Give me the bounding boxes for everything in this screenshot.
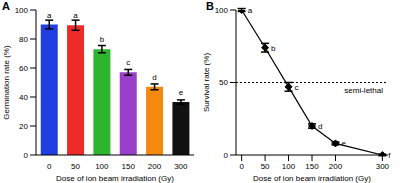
svg-text:50: 50	[261, 162, 270, 171]
svg-text:a: a	[248, 6, 253, 15]
svg-text:f: f	[388, 151, 391, 160]
svg-text:0: 0	[224, 151, 229, 160]
svg-text:Dose of ion beam irradiation (: Dose of ion beam irradiation (Gy)	[56, 174, 174, 183]
svg-text:e: e	[341, 139, 346, 148]
svg-text:0: 0	[24, 151, 29, 160]
svg-text:40: 40	[19, 93, 28, 102]
svg-text:Survival rate (%): Survival rate (%)	[202, 53, 211, 112]
svg-text:a: a	[47, 11, 52, 20]
svg-text:0: 0	[47, 162, 52, 171]
svg-text:e: e	[179, 88, 184, 97]
svg-text:300: 300	[174, 162, 188, 171]
html-text:B: B	[206, 0, 214, 12]
svg-text:100: 100	[95, 162, 109, 171]
html-text:A: A	[2, 0, 10, 12]
svg-text:b: b	[100, 35, 105, 44]
svg-text:d: d	[152, 73, 156, 82]
svg-text:semi-lethal: semi-lethal	[344, 86, 383, 95]
svg-text:b: b	[271, 44, 276, 53]
svg-text:c: c	[295, 83, 299, 92]
svg-text:150: 150	[305, 162, 319, 171]
svg-text:0: 0	[239, 162, 244, 171]
svg-text:c: c	[126, 58, 130, 67]
svg-text:300: 300	[376, 162, 390, 171]
svg-text:200: 200	[148, 162, 162, 171]
svg-text:200: 200	[329, 162, 343, 171]
svg-text:150: 150	[121, 162, 135, 171]
svg-text:d: d	[318, 122, 322, 131]
svg-text:100: 100	[15, 6, 29, 15]
svg-text:Dose of ion beam irradiation (: Dose of ion beam irradiation (Gy)	[253, 174, 371, 183]
svg-text:20: 20	[19, 122, 28, 131]
svg-text:80: 80	[19, 35, 28, 44]
svg-text:50: 50	[71, 162, 80, 171]
svg-text:Germination rate (%): Germination rate (%)	[8, 45, 11, 120]
svg-text:50: 50	[219, 78, 228, 87]
svg-text:100: 100	[215, 6, 229, 15]
svg-text:a: a	[73, 11, 78, 20]
svg-text:60: 60	[19, 64, 28, 73]
svg-text:100: 100	[282, 162, 296, 171]
